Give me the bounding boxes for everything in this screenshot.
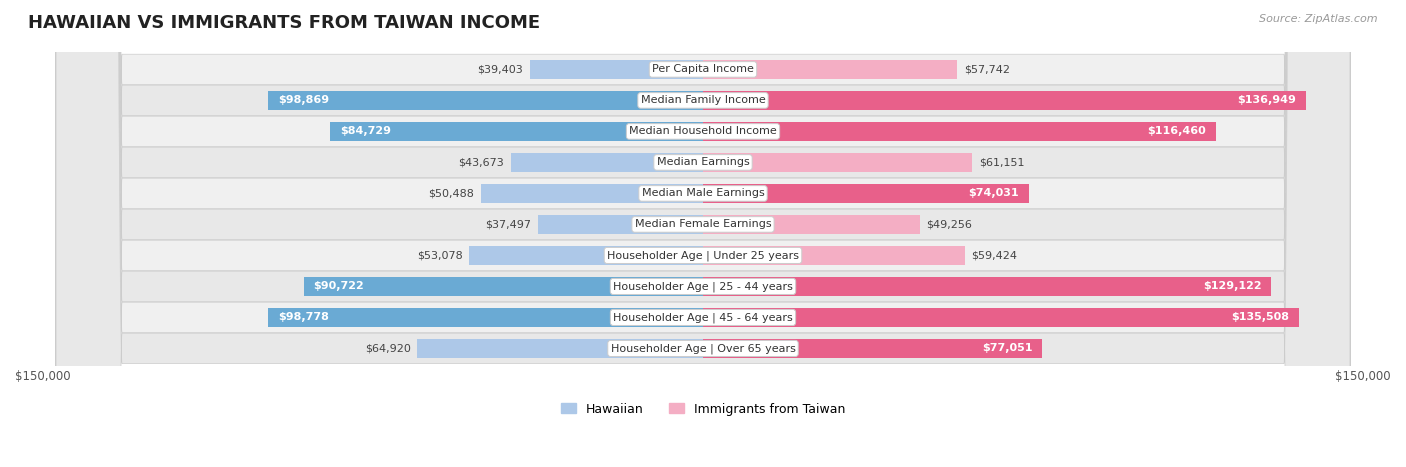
Text: Median Earnings: Median Earnings bbox=[657, 157, 749, 168]
Bar bbox=[470, 246, 703, 265]
Bar bbox=[703, 277, 1271, 296]
Bar bbox=[703, 184, 1029, 203]
Text: $49,256: $49,256 bbox=[927, 219, 973, 229]
Text: $98,869: $98,869 bbox=[278, 95, 329, 106]
FancyBboxPatch shape bbox=[56, 0, 1350, 467]
Bar bbox=[703, 308, 1299, 327]
Text: Median Male Earnings: Median Male Earnings bbox=[641, 188, 765, 198]
Text: $77,051: $77,051 bbox=[981, 343, 1032, 354]
FancyBboxPatch shape bbox=[56, 0, 1350, 467]
Legend: Hawaiian, Immigrants from Taiwan: Hawaiian, Immigrants from Taiwan bbox=[561, 403, 845, 416]
Bar bbox=[703, 60, 957, 79]
Bar bbox=[703, 122, 1216, 141]
Bar bbox=[304, 277, 703, 296]
Text: Per Capita Income: Per Capita Income bbox=[652, 64, 754, 74]
Bar bbox=[538, 215, 703, 234]
Text: $90,722: $90,722 bbox=[314, 282, 364, 291]
FancyBboxPatch shape bbox=[56, 0, 1350, 467]
FancyBboxPatch shape bbox=[56, 0, 1350, 467]
Text: $135,508: $135,508 bbox=[1232, 312, 1289, 322]
Text: $50,488: $50,488 bbox=[429, 188, 474, 198]
Bar bbox=[418, 339, 703, 358]
Text: $98,778: $98,778 bbox=[278, 312, 329, 322]
Bar bbox=[510, 153, 703, 172]
Bar bbox=[703, 91, 1306, 110]
FancyBboxPatch shape bbox=[56, 0, 1350, 467]
Text: Median Family Income: Median Family Income bbox=[641, 95, 765, 106]
Text: Householder Age | Over 65 years: Householder Age | Over 65 years bbox=[610, 343, 796, 354]
Bar bbox=[530, 60, 703, 79]
FancyBboxPatch shape bbox=[56, 0, 1350, 467]
Text: $39,403: $39,403 bbox=[477, 64, 523, 74]
Text: $59,424: $59,424 bbox=[972, 250, 1017, 261]
Text: $74,031: $74,031 bbox=[969, 188, 1019, 198]
Bar bbox=[330, 122, 703, 141]
Bar bbox=[269, 308, 703, 327]
Text: Householder Age | 45 - 64 years: Householder Age | 45 - 64 years bbox=[613, 312, 793, 323]
Bar bbox=[269, 91, 703, 110]
Text: $57,742: $57,742 bbox=[963, 64, 1010, 74]
Text: HAWAIIAN VS IMMIGRANTS FROM TAIWAN INCOME: HAWAIIAN VS IMMIGRANTS FROM TAIWAN INCOM… bbox=[28, 14, 540, 32]
Text: $129,122: $129,122 bbox=[1202, 282, 1261, 291]
Text: Median Household Income: Median Household Income bbox=[628, 127, 778, 136]
Text: Householder Age | Under 25 years: Householder Age | Under 25 years bbox=[607, 250, 799, 261]
Text: $64,920: $64,920 bbox=[364, 343, 411, 354]
FancyBboxPatch shape bbox=[56, 0, 1350, 467]
Text: $37,497: $37,497 bbox=[485, 219, 531, 229]
Text: $136,949: $136,949 bbox=[1237, 95, 1296, 106]
Text: Householder Age | 25 - 44 years: Householder Age | 25 - 44 years bbox=[613, 281, 793, 292]
Text: $84,729: $84,729 bbox=[340, 127, 391, 136]
Bar bbox=[703, 246, 965, 265]
Text: $43,673: $43,673 bbox=[458, 157, 505, 168]
FancyBboxPatch shape bbox=[56, 0, 1350, 467]
Bar bbox=[481, 184, 703, 203]
Bar bbox=[703, 339, 1042, 358]
Text: Median Female Earnings: Median Female Earnings bbox=[634, 219, 772, 229]
FancyBboxPatch shape bbox=[56, 0, 1350, 467]
FancyBboxPatch shape bbox=[56, 0, 1350, 467]
Text: $53,078: $53,078 bbox=[418, 250, 463, 261]
Text: $61,151: $61,151 bbox=[979, 157, 1024, 168]
Bar bbox=[703, 153, 972, 172]
Text: $116,460: $116,460 bbox=[1147, 127, 1206, 136]
Bar bbox=[703, 215, 920, 234]
Text: Source: ZipAtlas.com: Source: ZipAtlas.com bbox=[1260, 14, 1378, 24]
